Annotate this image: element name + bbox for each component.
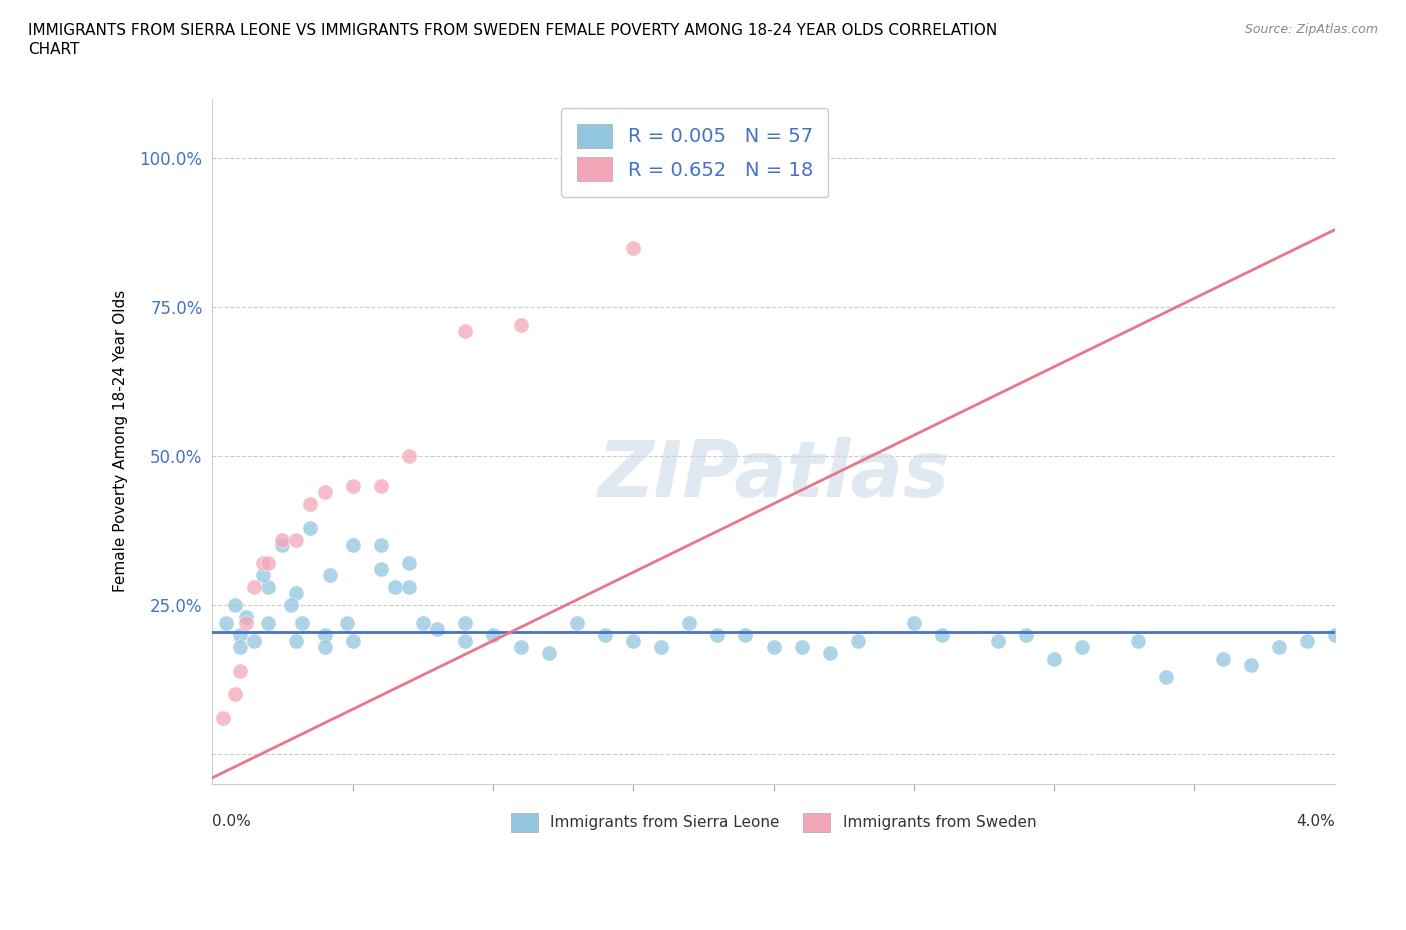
Text: Source: ZipAtlas.com: Source: ZipAtlas.com bbox=[1244, 23, 1378, 36]
Point bbox=[1128, 633, 1150, 648]
Text: 4.0%: 4.0% bbox=[1296, 814, 1334, 829]
Point bbox=[903, 616, 925, 631]
Point bbox=[678, 616, 700, 631]
Point bbox=[931, 628, 953, 643]
Point bbox=[243, 579, 266, 594]
Point bbox=[398, 448, 420, 463]
Text: ZIPatlas: ZIPatlas bbox=[598, 437, 949, 513]
Point bbox=[299, 497, 322, 512]
Point bbox=[370, 562, 392, 577]
Point bbox=[1323, 628, 1346, 643]
Point bbox=[454, 324, 477, 339]
Point bbox=[235, 616, 257, 631]
Point bbox=[257, 556, 280, 571]
Point bbox=[257, 579, 280, 594]
Point bbox=[565, 616, 588, 631]
Point bbox=[342, 633, 364, 648]
Point bbox=[650, 639, 672, 654]
Point bbox=[229, 628, 252, 643]
Point bbox=[454, 633, 477, 648]
Point bbox=[454, 616, 477, 631]
Point bbox=[565, 151, 588, 166]
Legend: Immigrants from Sierra Leone, Immigrants from Sweden: Immigrants from Sierra Leone, Immigrants… bbox=[505, 807, 1042, 838]
Y-axis label: Female Poverty Among 18-24 Year Olds: Female Poverty Among 18-24 Year Olds bbox=[114, 290, 128, 592]
Point bbox=[319, 568, 342, 583]
Point bbox=[846, 633, 869, 648]
Point bbox=[621, 240, 644, 255]
Text: IMMIGRANTS FROM SIERRA LEONE VS IMMIGRANTS FROM SWEDEN FEMALE POVERTY AMONG 18-2: IMMIGRANTS FROM SIERRA LEONE VS IMMIGRAN… bbox=[28, 23, 997, 38]
Point bbox=[229, 639, 252, 654]
Point bbox=[706, 628, 728, 643]
Point bbox=[271, 532, 294, 547]
Point bbox=[510, 318, 533, 333]
Point bbox=[212, 711, 235, 725]
Point bbox=[257, 616, 280, 631]
Point bbox=[1267, 639, 1289, 654]
Point bbox=[280, 598, 302, 613]
Text: 0.0%: 0.0% bbox=[212, 814, 252, 829]
Point bbox=[537, 645, 560, 660]
Point bbox=[271, 538, 294, 553]
Point bbox=[314, 485, 336, 499]
Point bbox=[818, 645, 841, 660]
Point bbox=[482, 628, 505, 643]
Point bbox=[398, 579, 420, 594]
Point bbox=[215, 616, 238, 631]
Point bbox=[314, 639, 336, 654]
Point bbox=[398, 556, 420, 571]
Point bbox=[224, 598, 246, 613]
Point bbox=[621, 633, 644, 648]
Point bbox=[314, 628, 336, 643]
Point bbox=[370, 538, 392, 553]
Point bbox=[243, 633, 266, 648]
Point bbox=[1015, 628, 1038, 643]
Point bbox=[235, 609, 257, 624]
Point bbox=[593, 628, 616, 643]
Point bbox=[1295, 633, 1317, 648]
Point bbox=[252, 556, 274, 571]
Point bbox=[285, 532, 308, 547]
Point bbox=[1071, 639, 1094, 654]
Point bbox=[370, 478, 392, 493]
Point bbox=[285, 633, 308, 648]
Point bbox=[285, 586, 308, 601]
Point bbox=[1043, 651, 1066, 666]
Point bbox=[1239, 658, 1261, 672]
Point bbox=[734, 628, 756, 643]
Point bbox=[291, 616, 314, 631]
Point bbox=[987, 633, 1010, 648]
Point bbox=[790, 639, 813, 654]
Point bbox=[229, 663, 252, 678]
Point bbox=[412, 616, 434, 631]
Point bbox=[426, 621, 449, 636]
Point bbox=[342, 538, 364, 553]
Point bbox=[1211, 651, 1233, 666]
Point bbox=[299, 520, 322, 535]
Point bbox=[224, 687, 246, 702]
Point bbox=[336, 616, 359, 631]
Point bbox=[510, 639, 533, 654]
Text: CHART: CHART bbox=[28, 42, 80, 57]
Point bbox=[762, 639, 785, 654]
Point bbox=[1156, 669, 1178, 684]
Point bbox=[252, 568, 274, 583]
Point bbox=[342, 478, 364, 493]
Point bbox=[384, 579, 406, 594]
